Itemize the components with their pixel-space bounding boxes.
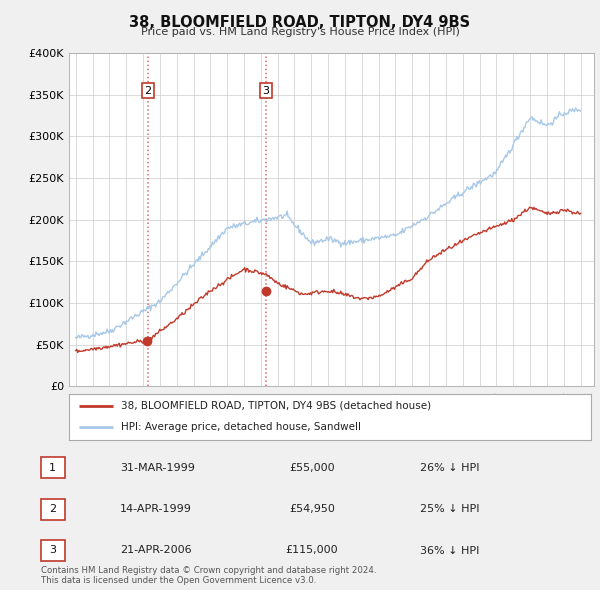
Text: 38, BLOOMFIELD ROAD, TIPTON, DY4 9BS: 38, BLOOMFIELD ROAD, TIPTON, DY4 9BS — [130, 15, 470, 30]
Text: £55,000: £55,000 — [289, 463, 335, 473]
Text: 14-APR-1999: 14-APR-1999 — [120, 504, 192, 514]
Text: Price paid vs. HM Land Registry's House Price Index (HPI): Price paid vs. HM Land Registry's House … — [140, 27, 460, 37]
Text: 21-APR-2006: 21-APR-2006 — [120, 546, 191, 555]
Text: 2: 2 — [145, 86, 152, 96]
Text: 3: 3 — [262, 86, 269, 96]
Text: 25% ↓ HPI: 25% ↓ HPI — [420, 504, 479, 514]
Text: 36% ↓ HPI: 36% ↓ HPI — [420, 546, 479, 555]
Text: 3: 3 — [49, 546, 56, 555]
Text: 31-MAR-1999: 31-MAR-1999 — [120, 463, 195, 473]
Text: 2: 2 — [49, 504, 56, 514]
Text: £54,950: £54,950 — [289, 504, 335, 514]
Text: 26% ↓ HPI: 26% ↓ HPI — [420, 463, 479, 473]
Text: £115,000: £115,000 — [286, 546, 338, 555]
Text: 38, BLOOMFIELD ROAD, TIPTON, DY4 9BS (detached house): 38, BLOOMFIELD ROAD, TIPTON, DY4 9BS (de… — [121, 401, 431, 411]
Text: 1: 1 — [49, 463, 56, 473]
Text: HPI: Average price, detached house, Sandwell: HPI: Average price, detached house, Sand… — [121, 422, 361, 432]
Text: Contains HM Land Registry data © Crown copyright and database right 2024.
This d: Contains HM Land Registry data © Crown c… — [41, 566, 376, 585]
